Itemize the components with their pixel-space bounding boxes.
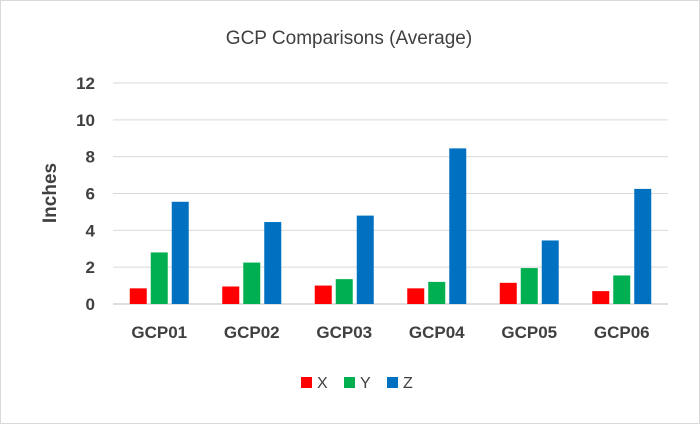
legend-label-y: Y [360,375,371,392]
bar-y-gcp02 [243,262,261,304]
bar-x-gcp03 [314,285,332,304]
x-tick-label: GCP06 [594,323,650,342]
bar-z-gcp03 [356,215,374,304]
bar-z-gcp06 [634,188,652,304]
x-tick-label: GCP05 [501,323,557,342]
bar-y-gcp03 [335,279,353,304]
y-tick-label: 6 [86,185,95,204]
y-tick-label: 8 [86,148,95,167]
bar-x-gcp01 [129,288,147,304]
x-tick-label: GCP01 [131,323,187,342]
x-tick-label: GCP03 [316,323,372,342]
y-tick-label: 2 [86,258,95,277]
legend: X Y Z [301,375,413,392]
bar-z-gcp05 [541,240,559,304]
y-tick-label: 10 [76,111,95,130]
bar-z-gcp04 [449,148,467,304]
bar-z-gcp01 [171,201,189,304]
legend-label-z: Z [403,375,413,392]
y-tick-label: 4 [86,221,96,240]
x-tick-label: GCP04 [409,323,465,342]
bar-y-gcp06 [613,275,631,304]
bar-y-gcp01 [150,252,168,304]
legend-swatch-x [301,377,312,388]
legend-swatch-y [344,377,355,388]
y-axis-label: Inches [40,163,61,223]
chart-title: GCP Comparisons (Average) [226,28,472,49]
y-tick-label: 12 [76,74,95,93]
bar-x-gcp06 [592,291,610,304]
y-tick-label: 0 [86,295,95,314]
bar-x-gcp04 [407,288,425,304]
bar-y-gcp05 [520,268,538,304]
bar-y-gcp04 [428,281,446,304]
gridlines [113,82,668,305]
bars [129,148,652,304]
bar-z-gcp02 [264,222,282,304]
legend-label-x: X [317,375,328,392]
bar-x-gcp05 [499,282,517,304]
y-axis-ticks: 0 2 4 6 8 10 12 [76,74,95,314]
bar-x-gcp02 [222,286,240,304]
x-axis-ticks: GCP01 GCP02 GCP03 GCP04 GCP05 GCP06 [131,323,649,342]
legend-swatch-z [387,377,398,388]
x-tick-label: GCP02 [224,323,280,342]
